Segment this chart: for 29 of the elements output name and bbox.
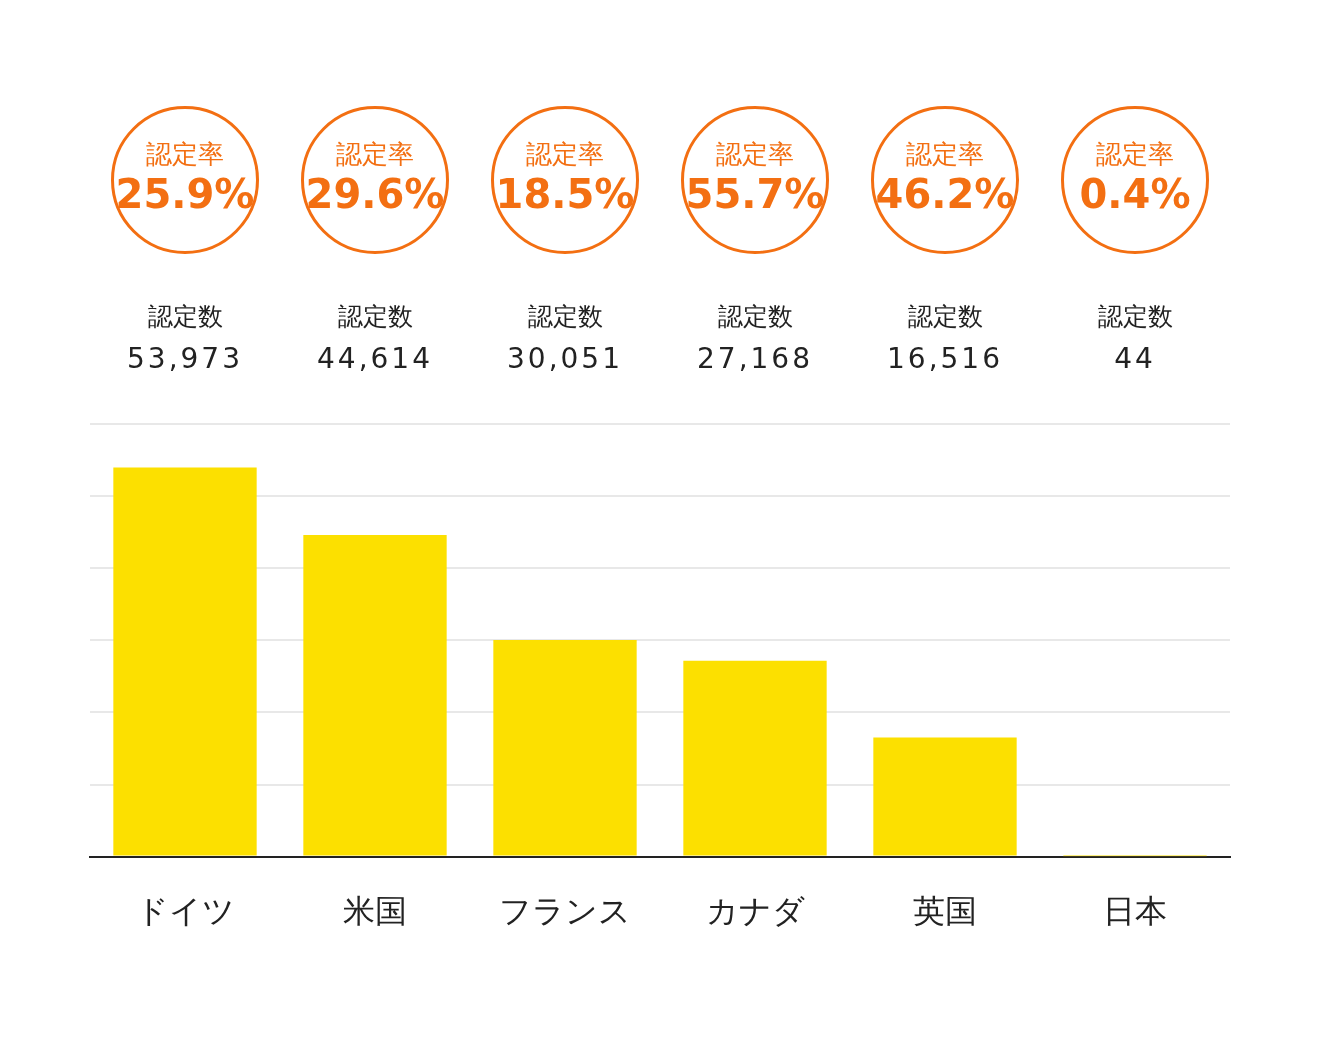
bar [873,737,1017,856]
data-label: 44,614 [317,342,433,375]
data-label: 44 [1114,342,1156,375]
data-label: 30,051 [507,342,623,375]
data-label: 53,973 [127,342,243,375]
x-tick-label: フランス [499,892,631,931]
data-label: 16,516 [887,342,1003,375]
x-tick-label: ドイツ [135,892,235,931]
bar [303,534,447,856]
bar [493,639,637,856]
text: 認定率 29.6% [305,138,445,217]
x-tick-label: 米国 [343,892,407,931]
text: 認定数 [337,301,413,333]
data-label: 27,168 [697,342,813,375]
text: 認定率 18.5% [495,138,635,217]
text: 認定率 55.7% [685,138,825,217]
bar [113,467,257,856]
bar [683,660,827,856]
x-tick-label: カナダ [705,892,805,931]
text: 認定率 25.9% [115,138,255,217]
text: 認定数 [147,301,223,333]
x-tick-label: 日本 [1103,892,1167,931]
text: 認定数 [907,301,983,333]
text: 認定率 46.2% [875,138,1015,217]
x-tick-label: 英国 [913,892,977,931]
text: 認定率 0.4% [1079,138,1191,217]
text: 認定数 [1097,301,1173,333]
text: 認定数 [717,301,793,333]
text: 認定数 [527,301,603,333]
